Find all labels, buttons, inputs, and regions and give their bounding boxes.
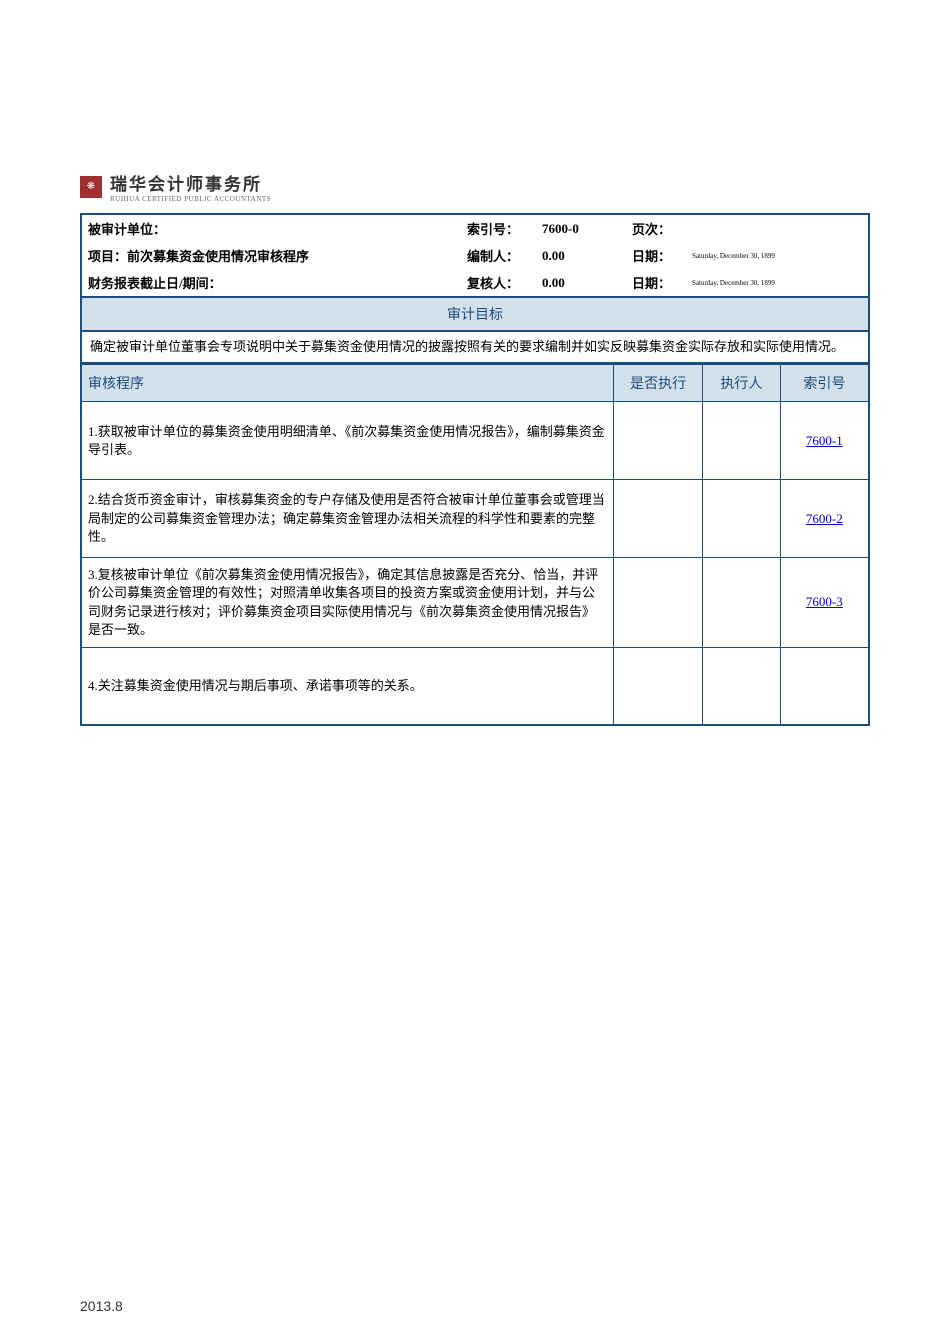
table-row: 3.复核被审计单位《前次募集资金使用情况报告》，确定其信息披露是否充分、恰当，并… [81, 558, 869, 648]
index-cell: 7600-3 [780, 558, 869, 648]
logo-section: ❋ 瑞华会计师事务所 RUIHUA CERTIFIED PUBLIC ACCOU… [80, 170, 870, 203]
executor-cell [703, 402, 781, 480]
project-label: 项目：前次募集资金使用情况审核程序 [81, 242, 461, 269]
procedure-cell: 3.复核被审计单位《前次募集资金使用情况报告》，确定其信息披露是否充分、恰当，并… [81, 558, 614, 648]
col-header-procedure: 审核程序 [81, 365, 614, 402]
page-number-label: 页次： [626, 214, 686, 242]
review-date-value: Saturday, December 30, 1899 [686, 269, 869, 297]
table-header-row: 审核程序 是否执行 执行人 索引号 [81, 365, 869, 402]
procedure-cell: 1.获取被审计单位的募集资金使用明细清单、《前次募集资金使用情况报告》，编制募集… [81, 402, 614, 480]
col-header-executed: 是否执行 [614, 365, 703, 402]
reviewer-label: 复核人： [461, 269, 536, 297]
logo-text: 瑞华会计师事务所 RUIHUA CERTIFIED PUBLIC ACCOUNT… [110, 170, 271, 203]
table-row: 4.关注募集资金使用情况与期后事项、承诺事项等的关系。 [81, 647, 869, 725]
index-cell [780, 647, 869, 725]
index-cell: 7600-1 [780, 402, 869, 480]
preparer-label: 编制人： [461, 242, 536, 269]
header-row-1: 被审计单位： 索引号： 7600-0 页次： [81, 214, 869, 242]
procedure-cell: 2.结合货币资金审计，审核募集资金的专户存储及使用是否符合被审计单位董事会或管理… [81, 480, 614, 558]
reviewer-value: 0.00 [536, 269, 626, 297]
executor-cell [703, 647, 781, 725]
executor-cell [703, 558, 781, 648]
executed-cell [614, 558, 703, 648]
footer-date: 2013.8 [80, 1298, 123, 1314]
procedure-cell: 4.关注募集资金使用情况与期后事项、承诺事项等的关系。 [81, 647, 614, 725]
period-label: 财务报表截止日/期间： [81, 269, 461, 297]
index-link[interactable]: 7600-1 [806, 433, 843, 448]
index-cell: 7600-2 [780, 480, 869, 558]
table-row: 2.结合货币资金审计，审核募集资金的专户存储及使用是否符合被审计单位董事会或管理… [81, 480, 869, 558]
audit-objective-text: 确定被审计单位董事会专项说明中关于募集资金使用情况的披露按照有关的要求编制并如实… [80, 332, 870, 364]
audited-entity-label: 被审计单位： [81, 214, 461, 242]
logo-title: 瑞华会计师事务所 [110, 170, 271, 195]
preparer-value: 0.00 [536, 242, 626, 269]
executed-cell [614, 480, 703, 558]
executed-cell [614, 647, 703, 725]
procedure-table: 审核程序 是否执行 执行人 索引号 1.获取被审计单位的募集资金使用明细清单、《… [80, 364, 870, 726]
header-row-3: 财务报表截止日/期间： 复核人： 0.00 日期： Saturday, Dece… [81, 269, 869, 297]
index-link[interactable]: 7600-2 [806, 511, 843, 526]
logo-icon: ❋ [80, 176, 102, 198]
table-row: 1.获取被审计单位的募集资金使用明细清单、《前次募集资金使用情况报告》，编制募集… [81, 402, 869, 480]
header-info-table: 被审计单位： 索引号： 7600-0 页次： 项目：前次募集资金使用情况审核程序… [80, 213, 870, 298]
index-number-label: 索引号： [461, 214, 536, 242]
col-header-executor: 执行人 [703, 365, 781, 402]
header-row-2: 项目：前次募集资金使用情况审核程序 编制人： 0.00 日期： Saturday… [81, 242, 869, 269]
executor-cell [703, 480, 781, 558]
index-number-value: 7600-0 [536, 214, 626, 242]
index-link[interactable]: 7600-3 [806, 594, 843, 609]
page-number-value [686, 214, 869, 242]
review-date-label: 日期： [626, 269, 686, 297]
prepare-date-label: 日期： [626, 242, 686, 269]
col-header-index: 索引号 [780, 365, 869, 402]
prepare-date-value: Saturday, December 30, 1899 [686, 242, 869, 269]
executed-cell [614, 402, 703, 480]
logo-subtitle: RUIHUA CERTIFIED PUBLIC ACCOUNTANTS [110, 195, 271, 203]
audit-objective-header: 审计目标 [80, 298, 870, 332]
